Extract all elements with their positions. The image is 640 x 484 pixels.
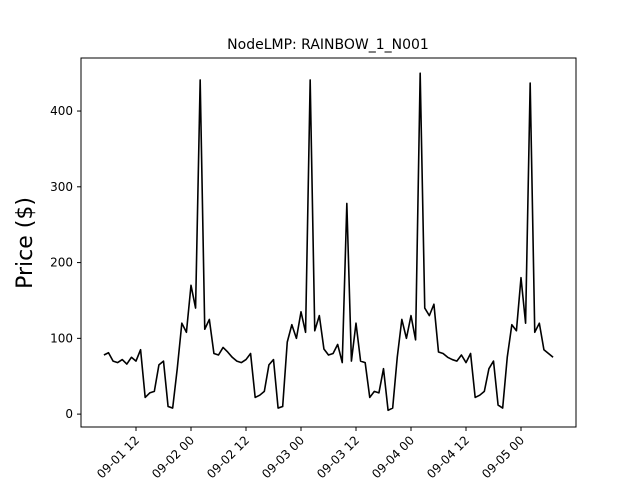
y-tick-label: 200 bbox=[50, 256, 73, 270]
x-tick-label: 09-04 00 bbox=[369, 433, 417, 480]
y-axis: 0 100 200 300 400 bbox=[50, 104, 81, 421]
y-tick-label: 400 bbox=[50, 104, 73, 118]
x-tick-label: 09-03 00 bbox=[259, 433, 307, 480]
y-tick-label: 0 bbox=[65, 407, 73, 421]
x-tick-label: 09-03 12 bbox=[314, 433, 362, 480]
x-tick-label: 09-02 00 bbox=[149, 433, 197, 480]
series-line-0 bbox=[103, 72, 554, 412]
plot-frame bbox=[80, 57, 577, 428]
y-axis-label: Price ($) bbox=[13, 197, 38, 289]
x-axis: 09-01 12 09-02 00 09-02 12 09-03 00 09-03 12… bbox=[94, 427, 527, 481]
x-tick-label: 09-01 12 bbox=[94, 433, 142, 480]
chart-title: NodeLMP: RAINBOW_1_N001 bbox=[227, 37, 429, 53]
x-tick-label: 09-02 12 bbox=[204, 433, 252, 480]
y-tick-label: 100 bbox=[50, 331, 73, 345]
plot-area bbox=[103, 72, 554, 412]
x-tick-label: 09-04 12 bbox=[424, 433, 472, 480]
x-tick-label: 09-05 00 bbox=[479, 433, 527, 480]
y-tick-label: 300 bbox=[50, 180, 73, 194]
